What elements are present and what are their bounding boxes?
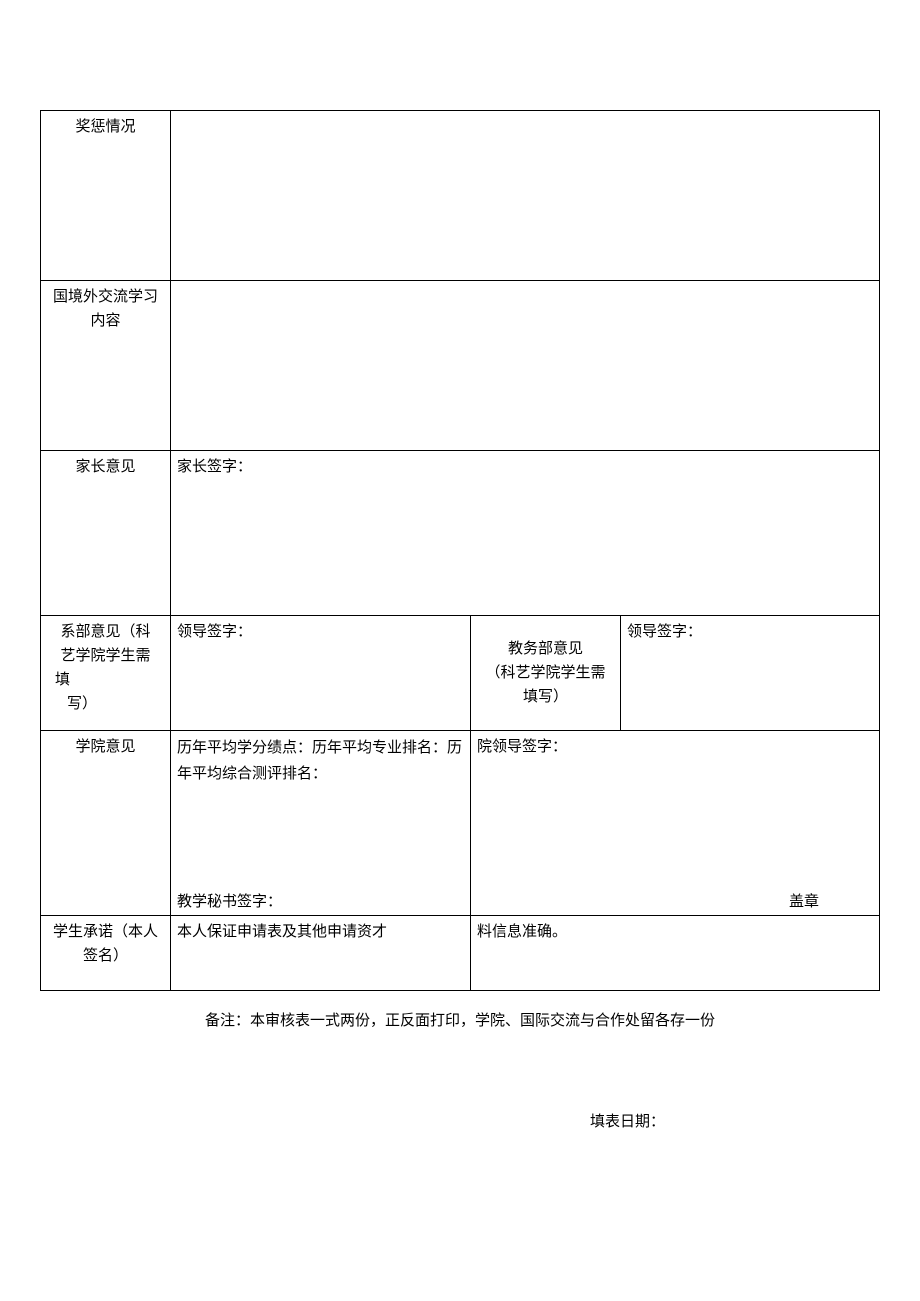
parent-sign-label: 家长签字：: [177, 458, 252, 475]
parent-label: 家长意见: [41, 451, 171, 616]
promise-label: 学生承诺（本人签名）: [41, 916, 171, 991]
college-leader-sign: 院领导签字：: [477, 738, 567, 755]
academic-label-line3: 填写）: [477, 685, 614, 709]
promise-text-right-cell: 料信息准确。: [471, 916, 880, 991]
rewards-row: 奖惩情况: [41, 111, 880, 281]
promise-text-right: 料信息准确。: [477, 923, 567, 940]
academic-label-line2: （科艺学院学生需: [477, 661, 614, 685]
dept-label-line4: 写）: [47, 692, 164, 716]
rewards-content: [171, 111, 880, 281]
dept-academic-row: 系部意见（科 艺学院学生需 填 写） 领导签字： 教务部意见 （科艺学院学生需 …: [41, 616, 880, 731]
promise-text-left: 本人保证申请表及其他申请资才: [177, 923, 387, 940]
college-secretary-sign: 教学秘书签字：: [177, 890, 282, 911]
dept-sign-label: 领导签字：: [177, 623, 252, 640]
approval-form-table: 奖惩情况 国境外交流学习内容 家长意见 家长签字： 系部意见（科 艺学院学生需 …: [40, 110, 880, 991]
overseas-content: [171, 281, 880, 451]
college-seal-label: 盖章: [789, 890, 819, 911]
parent-row: 家长意见 家长签字：: [41, 451, 880, 616]
college-row: 学院意见 历年平均学分绩点：历年平均专业排名：历年平均综合测评排名： 教学秘书签…: [41, 731, 880, 916]
college-content-text: 历年平均学分绩点：历年平均专业排名：历年平均综合测评排名：: [177, 735, 464, 786]
promise-row: 学生承诺（本人签名） 本人保证申请表及其他申请资才 料信息准确。: [41, 916, 880, 991]
college-label: 学院意见: [41, 731, 171, 916]
academic-label-line1: 教务部意见: [477, 637, 614, 661]
dept-label-line3: 填: [47, 668, 164, 692]
promise-text-left-cell: 本人保证申请表及其他申请资才: [171, 916, 471, 991]
college-leader-cell: 院领导签字： 盖章: [471, 731, 880, 916]
academic-sign-cell: 领导签字：: [621, 616, 880, 731]
dept-label-line1: 系部意见（科: [47, 620, 164, 644]
dept-label-line2: 艺学院学生需: [47, 644, 164, 668]
footer-note: 备注：本审核表一式两份，正反面打印，学院、国际交流与合作处留各存一份: [40, 1009, 880, 1030]
college-content-cell: 历年平均学分绩点：历年平均专业排名：历年平均综合测评排名： 教学秘书签字：: [171, 731, 471, 916]
parent-sign-cell: 家长签字：: [171, 451, 880, 616]
overseas-row: 国境外交流学习内容: [41, 281, 880, 451]
rewards-label: 奖惩情况: [41, 111, 171, 281]
dept-label-cell: 系部意见（科 艺学院学生需 填 写）: [41, 616, 171, 731]
date-label: 填表日期：: [40, 1110, 880, 1131]
dept-sign-cell: 领导签字：: [171, 616, 471, 731]
academic-label-cell: 教务部意见 （科艺学院学生需 填写）: [471, 616, 621, 731]
overseas-label: 国境外交流学习内容: [41, 281, 171, 451]
academic-sign-label: 领导签字：: [627, 623, 702, 640]
